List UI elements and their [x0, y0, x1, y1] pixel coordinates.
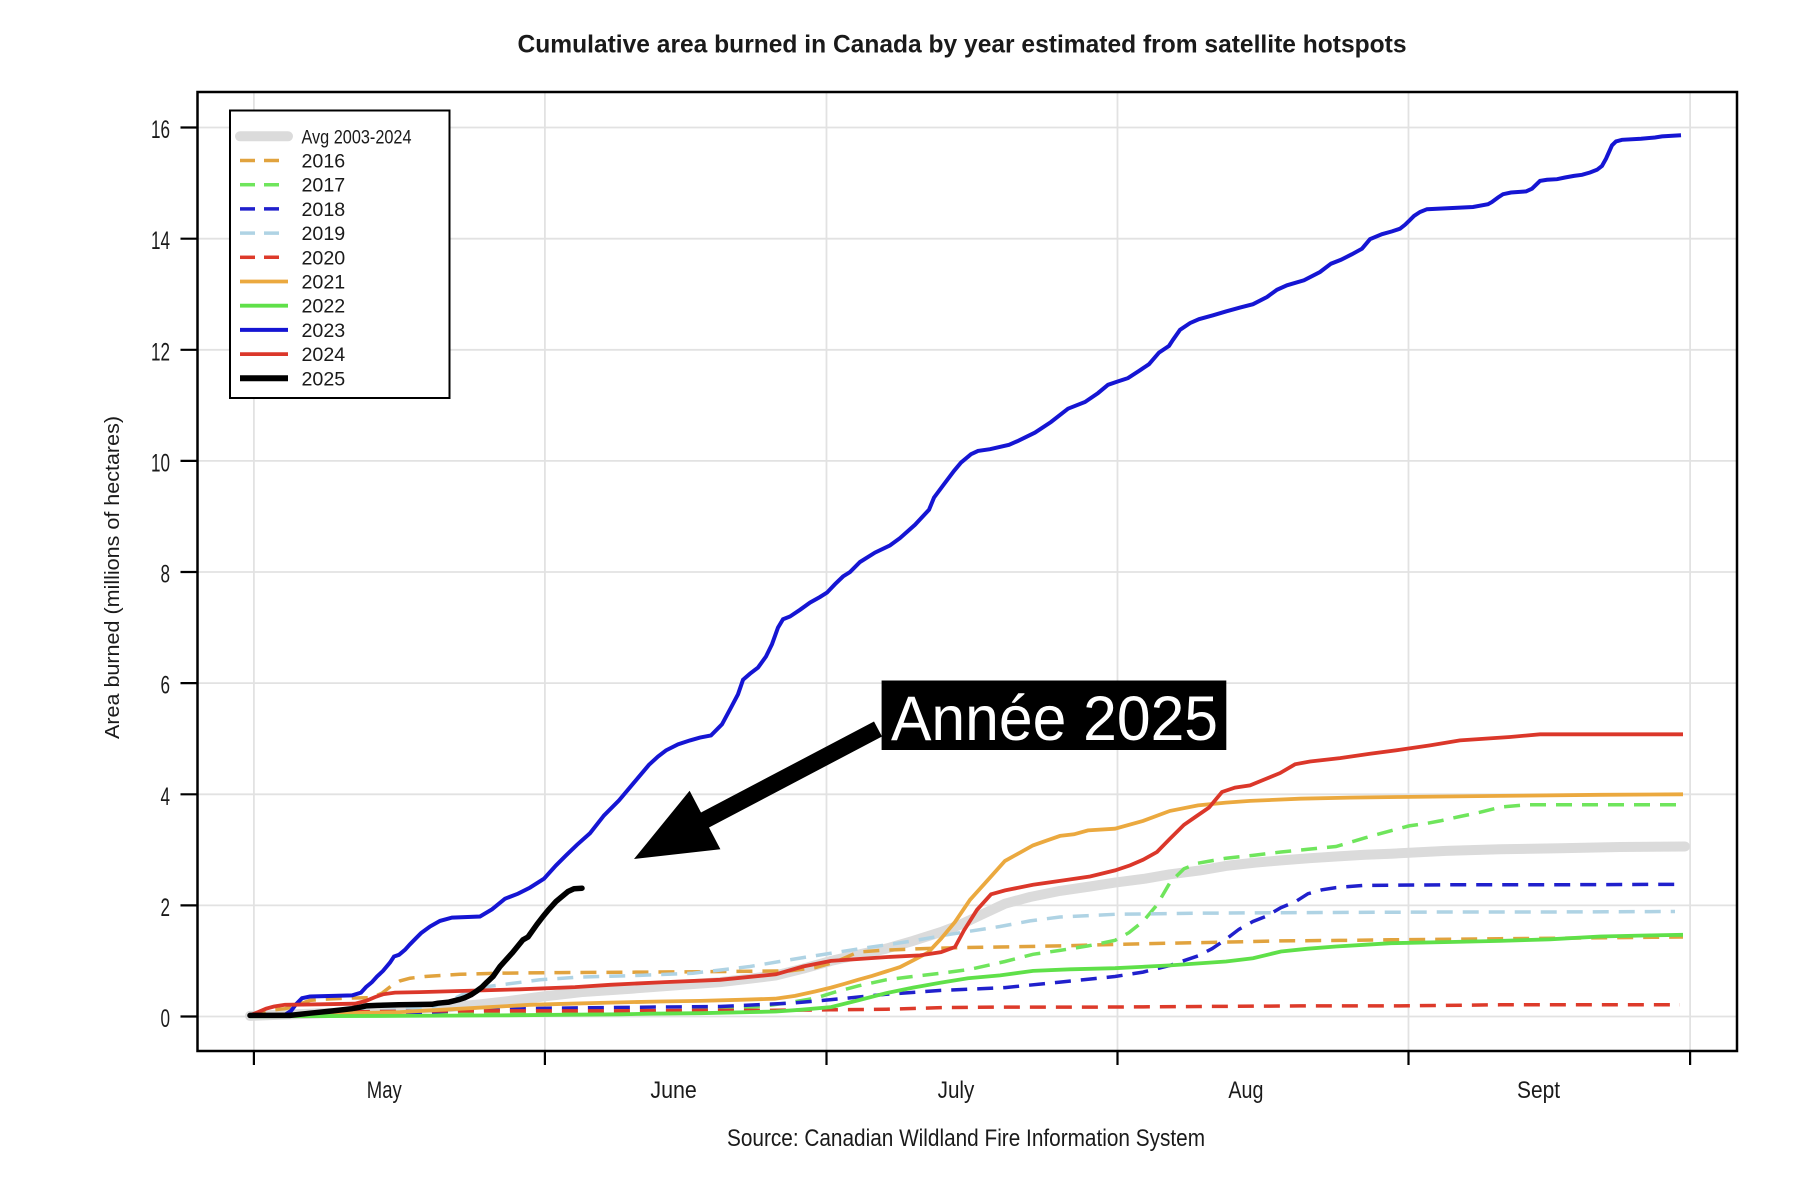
svg-text:July: July — [938, 1077, 975, 1104]
svg-text:Année 2025: Année 2025 — [891, 684, 1218, 754]
svg-text:Area burned (millions of hecta: Area burned (millions of hectares) — [102, 416, 124, 739]
svg-text:2017: 2017 — [302, 175, 346, 197]
svg-text:16: 16 — [151, 116, 170, 144]
svg-text:2018: 2018 — [302, 199, 346, 221]
svg-text:2: 2 — [161, 894, 171, 922]
svg-text:Source: Canadian Wildland Fire: Source: Canadian Wildland Fire Informati… — [727, 1125, 1205, 1152]
svg-text:2016: 2016 — [302, 151, 346, 173]
svg-text:0: 0 — [161, 1005, 171, 1033]
svg-text:2024: 2024 — [302, 344, 346, 366]
svg-text:Cumulative area burned in Cana: Cumulative area burned in Canada by year… — [518, 31, 1407, 59]
svg-text:2021: 2021 — [302, 272, 346, 294]
svg-text:May: May — [367, 1077, 402, 1104]
svg-text:Sept: Sept — [1517, 1077, 1560, 1104]
svg-text:Avg 2003-2024: Avg 2003-2024 — [302, 126, 412, 148]
svg-text:2022: 2022 — [302, 296, 346, 318]
svg-text:6: 6 — [161, 672, 171, 700]
svg-text:2025: 2025 — [302, 368, 346, 390]
svg-text:June: June — [650, 1077, 697, 1104]
svg-text:14: 14 — [151, 227, 170, 255]
svg-text:4: 4 — [161, 783, 171, 811]
svg-text:2020: 2020 — [302, 247, 346, 269]
svg-text:12: 12 — [151, 338, 170, 366]
svg-text:2023: 2023 — [302, 320, 346, 342]
svg-text:10: 10 — [151, 449, 170, 477]
svg-text:8: 8 — [161, 561, 171, 589]
svg-text:Aug: Aug — [1228, 1077, 1263, 1104]
svg-text:2019: 2019 — [302, 223, 346, 245]
